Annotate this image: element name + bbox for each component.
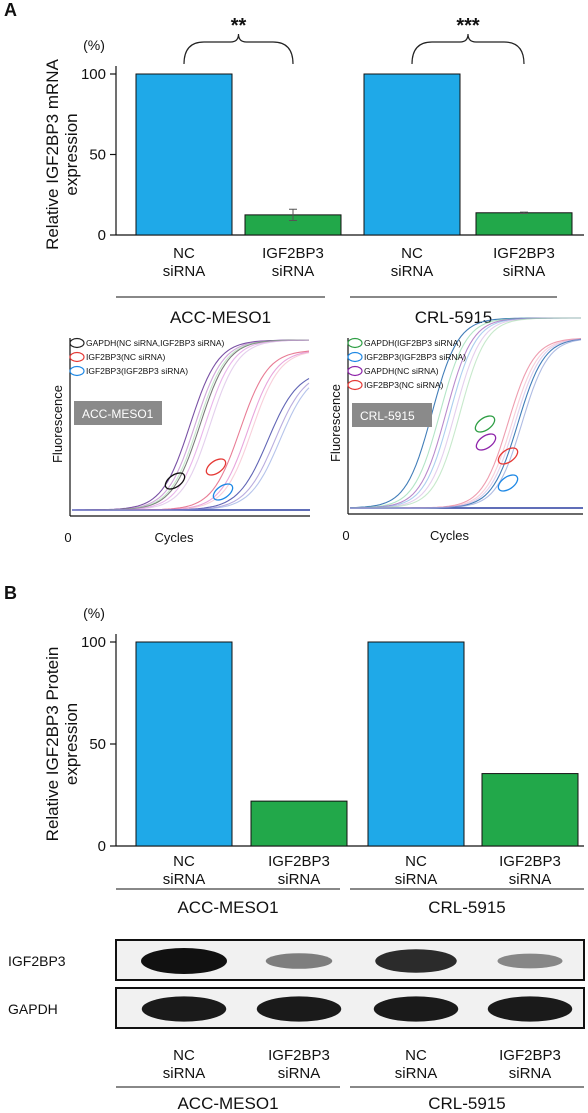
- amplification-plot: GAPDH(IGF2BP3 siRNA) IGF2BP3(IGF2BP3 siRN…: [328, 317, 583, 543]
- legend-marker: [69, 365, 85, 377]
- blot-band: [497, 953, 563, 969]
- cell-line-label: CRL-5915: [360, 409, 415, 423]
- legend-marker: [347, 379, 363, 391]
- y-tick-label: 50: [89, 736, 106, 753]
- cell-line-box: [352, 403, 432, 427]
- threshold-marker: [164, 472, 186, 490]
- legend-marker: [69, 337, 85, 349]
- legend-label: IGF2BP3(NC siRNA): [364, 380, 444, 390]
- category-label: NC siRNA: [395, 853, 438, 888]
- category-label: NC siRNA: [391, 245, 434, 280]
- amplification-curve: [350, 338, 582, 509]
- significance-bracket: [183, 33, 294, 65]
- x-axis-label: Cycles: [154, 530, 194, 545]
- category-label: NC siRNA: [163, 245, 206, 280]
- threshold-marker: [497, 447, 519, 465]
- group-label: CRL-5915: [428, 898, 506, 917]
- blot-lane-label: NC siRNA: [163, 1047, 206, 1082]
- bar: [481, 773, 579, 847]
- threshold-marker: [497, 474, 519, 492]
- legend-marker: [347, 337, 363, 349]
- y-tick-label: 100: [81, 66, 106, 83]
- y-tick-label: 50: [89, 147, 106, 164]
- legend-marker: [347, 351, 363, 363]
- blot-group-label: CRL-5915: [428, 1094, 506, 1113]
- blot-lane-label: IGF2BP3 siRNA: [499, 1047, 561, 1082]
- legend-label: IGF2BP3(NC siRNA): [86, 352, 166, 362]
- bar: [135, 73, 233, 236]
- cell-line-label: ACC-MESO1: [82, 407, 154, 421]
- threshold-marker: [205, 458, 227, 476]
- x-axis-label: Cycles: [430, 528, 470, 543]
- y-tick-label: 0: [98, 838, 106, 855]
- cell-line-box: [74, 401, 162, 425]
- y-unit-label: (%): [83, 605, 105, 621]
- category-label: IGF2BP3 siRNA: [499, 853, 561, 888]
- legend-label: GAPDH(IGF2BP3 siRNA): [364, 338, 461, 348]
- y-axis-label: Relative IGF2BP3 mRNAexpression: [43, 58, 81, 249]
- significance-label: ***: [456, 15, 480, 37]
- blot-band: [141, 996, 227, 1022]
- bar: [250, 800, 348, 847]
- group-label: ACC-MESO1: [170, 308, 271, 327]
- threshold-marker: [474, 415, 496, 433]
- x-origin-label: 0: [64, 530, 71, 545]
- significance-bracket: [411, 33, 525, 65]
- blot-row-label: GAPDH: [8, 1001, 58, 1017]
- amplification-curve: [72, 352, 310, 511]
- blot-band: [375, 949, 457, 973]
- legend-label: GAPDH(NC siRNA,IGF2BP3 siRNA): [86, 338, 225, 348]
- amplification-plot: GAPDH(NC siRNA,IGF2BP3 siRNA) IGF2BP3(NC …: [50, 337, 310, 545]
- bar: [363, 73, 461, 236]
- y-tick-label: 0: [98, 227, 106, 244]
- legend-marker: [347, 365, 363, 377]
- significance-label: **: [231, 15, 247, 37]
- blot-group-label: ACC-MESO1: [177, 1094, 278, 1113]
- blot-band: [256, 996, 342, 1022]
- category-label: IGF2BP3 siRNA: [268, 853, 330, 888]
- blot-band: [487, 996, 573, 1022]
- threshold-marker: [212, 483, 234, 501]
- blot-band: [265, 953, 333, 969]
- category-label: IGF2BP3 siRNA: [493, 245, 555, 280]
- legend-label: IGF2BP3(IGF2BP3 siRNA): [364, 352, 466, 362]
- group-label: ACC-MESO1: [177, 898, 278, 917]
- y-tick-label: 100: [81, 634, 106, 651]
- y-axis-label: Relative IGF2BP3 Proteinexpression: [43, 647, 81, 842]
- category-label: NC siRNA: [163, 853, 206, 888]
- amplification-curve: [349, 317, 581, 509]
- x-origin-label: 0: [342, 528, 349, 543]
- blot-lane-label: NC siRNA: [395, 1047, 438, 1082]
- legend-label: GAPDH(NC siRNA): [364, 366, 439, 376]
- bar: [475, 212, 573, 236]
- panel-a-label: A: [4, 0, 17, 20]
- amplification-curve: [72, 387, 310, 511]
- threshold-marker: [475, 433, 497, 451]
- y-unit-label: (%): [83, 37, 105, 53]
- y-axis-label: Fluorescence: [328, 384, 343, 462]
- bar: [135, 641, 233, 847]
- bar: [367, 641, 465, 847]
- blot-band: [141, 948, 227, 974]
- legend-marker: [69, 351, 85, 363]
- panel-b-label: B: [4, 583, 17, 603]
- category-label: IGF2BP3 siRNA: [262, 245, 324, 280]
- blot-lane-label: IGF2BP3 siRNA: [268, 1047, 330, 1082]
- group-label: CRL-5915: [415, 308, 493, 327]
- legend-label: IGF2BP3(IGF2BP3 siRNA): [86, 366, 188, 376]
- blot-row-label: IGF2BP3: [8, 953, 66, 969]
- y-axis-label: Fluorescence: [50, 385, 65, 463]
- blot-band: [373, 996, 459, 1022]
